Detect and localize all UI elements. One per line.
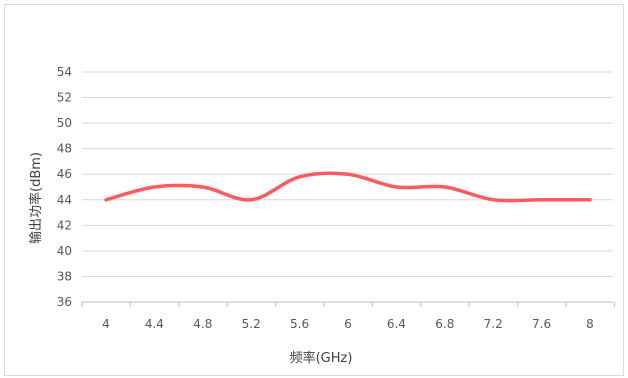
gridlines	[82, 71, 613, 277]
y-tick-label-40: 40	[57, 244, 72, 258]
chart-frame	[4, 4, 624, 376]
series-layer	[104, 171, 592, 203]
y-tick-label-42: 42	[57, 218, 72, 232]
x-tick-label-7.2: 7.2	[484, 317, 503, 331]
series-line-0	[104, 171, 592, 203]
x-axis	[81, 301, 615, 307]
y-tick-label-38: 38	[57, 269, 72, 283]
x-tick-label-6.8: 6.8	[435, 317, 454, 331]
x-tick-label-4.8: 4.8	[193, 317, 212, 331]
y-tick-label-52: 52	[57, 91, 72, 105]
y-tick-label-54: 54	[57, 65, 72, 79]
y-axis-tick-labels: 36 38 40 42 44 46 48 50 52 54	[57, 65, 72, 309]
x-tick-label-8: 8	[586, 317, 594, 331]
x-tick-label-4: 4	[102, 317, 110, 331]
y-tick-label-46: 46	[57, 167, 72, 181]
y-tick-label-48: 48	[57, 142, 72, 156]
y-tick-label-50: 50	[57, 116, 72, 130]
x-tick-label-6: 6	[344, 317, 352, 331]
y-tick-label-36: 36	[57, 295, 72, 309]
x-tick-label-7.6: 7.6	[532, 317, 551, 331]
x-tick-label-5.2: 5.2	[242, 317, 261, 331]
y-axis-title: 输出功率(dBm)	[28, 152, 44, 244]
x-axis-tick-labels: 4 4.4 4.8 5.2 5.6 6 6.4 6.8 7.2 7.6 8	[102, 317, 594, 331]
x-tick-label-6.4: 6.4	[387, 317, 406, 331]
y-tick-label-44: 44	[57, 193, 72, 207]
x-axis-title: 频率(GHz)	[290, 350, 353, 366]
x-tick-label-5.6: 5.6	[290, 317, 309, 331]
x-tick-label-4.4: 4.4	[145, 317, 164, 331]
